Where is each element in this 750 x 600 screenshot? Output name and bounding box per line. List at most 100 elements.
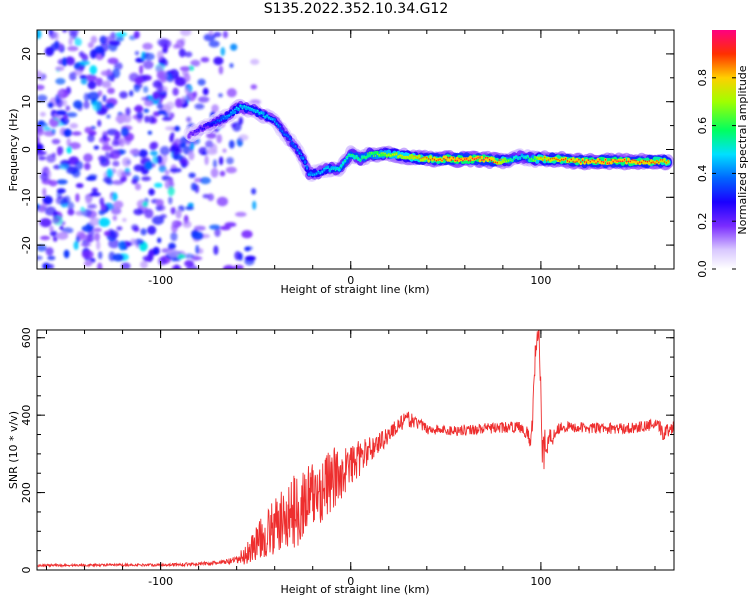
noise-blob (107, 87, 115, 95)
ridge-segment (239, 104, 242, 107)
ridge-segment (604, 158, 607, 161)
ridge-segment (338, 166, 340, 169)
ridge-segment (405, 156, 407, 158)
noise-blob (143, 86, 149, 93)
ridge-segment (302, 157, 304, 160)
ridge-segment (332, 168, 335, 171)
ridge-segment (663, 161, 666, 163)
noise-blob (106, 114, 111, 119)
noise-blob (113, 62, 123, 70)
noise-blob (148, 249, 154, 258)
noise-blob (95, 77, 104, 87)
ridge-segment (428, 158, 430, 160)
ridge-segment (509, 159, 512, 162)
ridge-segment (363, 156, 365, 159)
ridge-segment (536, 156, 538, 159)
ridge-segment (593, 159, 595, 162)
ridge-segment (583, 161, 586, 165)
ridge-segment (616, 160, 618, 163)
ridge-segment (322, 167, 326, 172)
ridge-segment (337, 167, 341, 172)
ridge-segment (216, 119, 219, 122)
ridge-segment (583, 160, 586, 163)
ridge-segment (577, 159, 581, 163)
noise-blob (133, 106, 144, 111)
ridge-segment (255, 111, 257, 114)
noise-blob (146, 101, 152, 106)
noise-blob (119, 91, 128, 99)
ridge-segment (274, 121, 276, 123)
noise-blob (138, 149, 148, 158)
noise-blob (81, 250, 94, 259)
ridge-segment (609, 160, 613, 165)
ridge-segment (245, 105, 247, 108)
noise-blob (218, 65, 224, 75)
ridge-segment (382, 151, 384, 154)
noise-blob (185, 206, 194, 211)
ridge-segment (568, 161, 571, 163)
noise-blob (144, 160, 154, 170)
ridge-segment (374, 155, 377, 157)
noise-blob (216, 196, 228, 207)
ridge-segment (308, 173, 310, 176)
ridge-segment (545, 160, 548, 162)
spectrogram-y-tick-labels: -20 -10 0 10 20 (20, 47, 33, 254)
noise-blob (100, 48, 106, 58)
noise-blob (161, 175, 171, 181)
noise-blob (230, 43, 238, 51)
ridge-segment (390, 154, 392, 157)
noise-blob (241, 230, 253, 239)
ridge-segment (663, 158, 666, 162)
ridge-segment (627, 160, 630, 163)
ridge-segment (523, 156, 525, 159)
ridge-segment (371, 152, 373, 154)
noise-blob (181, 95, 186, 104)
noise-blob (116, 226, 123, 231)
ridge-segment (623, 158, 626, 161)
noise-blobs (37, 30, 261, 269)
ridge-segment (559, 159, 561, 162)
ridge-segment (515, 156, 517, 159)
ridge-segment (547, 159, 550, 161)
ridge-segment (232, 109, 234, 112)
noise-blob (230, 123, 237, 128)
ridge-segment (439, 158, 441, 161)
noise-blob (87, 91, 100, 101)
noise-blob (108, 40, 121, 46)
ridge-segment (667, 159, 669, 162)
noise-blob (188, 172, 196, 178)
ridge-segment (597, 160, 599, 163)
ridge-segment (585, 161, 588, 164)
noise-blob (178, 48, 186, 58)
noise-blob (89, 65, 98, 75)
noise-blob (42, 187, 47, 197)
noise-blob (219, 225, 231, 231)
ridge-segment (315, 172, 318, 175)
ridge-segment (247, 106, 249, 109)
noise-blob (140, 260, 148, 269)
ridge-segment (483, 158, 485, 161)
spectrogram-y-tick-label: -10 (20, 188, 33, 206)
ridge-segment (298, 152, 301, 155)
noise-blob (75, 193, 80, 203)
ridge-segment (646, 160, 649, 163)
noise-blob (152, 155, 159, 165)
ridge-segment (532, 159, 534, 162)
noise-blob (131, 178, 138, 185)
noise-blob (63, 128, 72, 138)
ridge-segment (313, 173, 316, 176)
ridge-segment (365, 156, 367, 159)
ridge-segment (638, 161, 642, 166)
noise-blob (151, 141, 159, 149)
ridge-segment (471, 157, 474, 160)
noise-blob (102, 134, 107, 142)
noise-blob (84, 126, 92, 134)
ridge-segment (498, 159, 500, 161)
noise-blob (80, 77, 88, 85)
ridge-segment (203, 127, 205, 130)
noise-blob (43, 126, 52, 131)
noise-blob (102, 94, 107, 103)
ridge-segment (625, 160, 628, 163)
noise-blob (84, 162, 91, 171)
ridge-segment (639, 161, 641, 164)
